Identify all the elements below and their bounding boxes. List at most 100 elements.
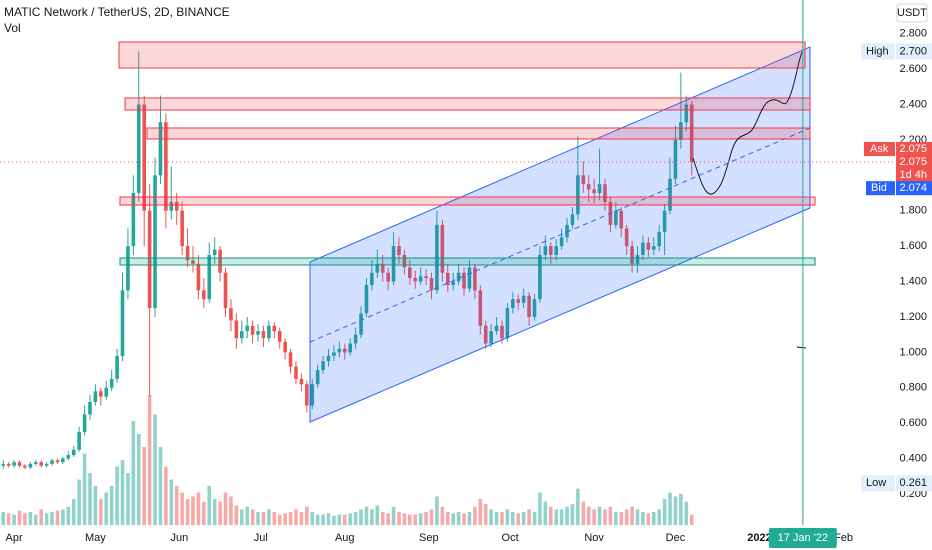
candle-body [559,237,564,247]
candle-body [109,378,114,388]
volume-bar [478,499,483,525]
candle-body [99,391,103,397]
candle-body [164,122,168,211]
volume-bar [223,492,228,525]
candle-body [153,175,157,309]
y-tick-label: 1.600 [899,240,927,252]
candle-body [342,348,347,353]
candle-body [196,263,201,291]
volume-bar [435,496,439,525]
volume-bar [250,509,255,525]
volume-bar [451,513,455,525]
support-zone[interactable] [119,257,816,266]
volume-bar [516,513,521,525]
volume-bar [662,499,667,525]
candle-body [180,210,184,247]
volume-bar [511,512,515,525]
candle-body [413,277,418,282]
candle-body [527,295,531,317]
volume-bar [402,513,407,525]
candle-body [364,285,369,314]
candle-body [424,276,428,278]
volume-bar [576,488,580,525]
volume-bar [494,512,499,525]
date-marker-label: 17 Jan '22 [778,532,828,544]
y-tick-label: 1.800 [899,205,927,217]
candle-body [489,331,493,344]
candle-body [624,228,629,247]
candle-body [88,401,92,415]
resistance-zone[interactable] [124,97,811,111]
y-tick-label: 0.400 [899,453,927,465]
volume-bar [679,493,683,525]
volume-bar [88,473,92,525]
volume-bar [635,509,640,525]
candle-body [202,290,206,300]
volume-bar [142,447,146,525]
candle-body [245,325,249,332]
resistance-zone[interactable] [119,196,816,206]
volume-bar [608,506,613,525]
x-tick-label: Jun [171,532,189,544]
volume-bar [624,509,629,525]
candle-body [581,175,586,185]
volume-bar [180,492,184,525]
volume-bar [641,512,645,525]
volume-bar [191,496,195,525]
volume-bar [131,421,136,525]
candle-body [315,370,320,385]
volume-bar [245,506,249,525]
x-tick-label: May [85,532,106,544]
candle-body [169,201,174,211]
candle-body [391,246,396,282]
volume-bar [82,453,87,525]
volume-bar [136,434,141,525]
candle-body [370,272,374,286]
volume-bar [359,509,363,525]
candle-body [689,104,694,163]
volume-bar [332,515,336,525]
volume-bar [532,512,537,525]
candle-body [299,378,304,385]
y-tick-label: 1.000 [899,346,927,358]
candle-body [305,384,309,406]
volume-bar [586,506,591,525]
candle-body [348,343,352,353]
candle-body [212,249,217,255]
volume-bar [489,509,493,525]
volume-bar [17,510,22,525]
candle-body [576,175,580,215]
volume-bar [126,473,130,525]
drawing-tick [796,346,807,349]
resistance-zone[interactable] [118,41,806,69]
volume-bar [386,513,390,525]
candle-body [538,254,542,300]
volume-bar [592,509,596,525]
volume-bar [684,501,689,525]
candle-body [684,104,689,123]
candle-body [332,352,336,356]
x-tick-label: Apr [6,532,23,544]
candle-body [71,449,76,456]
candle-body [6,463,11,466]
candle-body [104,387,109,397]
candle-body [326,355,331,362]
volume-bar [619,512,624,525]
candle-body [380,263,385,273]
projection-path[interactable] [692,51,803,195]
volume-bar [581,501,586,525]
volume-bar [473,506,477,525]
volume-bar [614,512,618,525]
volume-bar [565,506,569,525]
currency-button[interactable] [896,3,928,23]
resistance-zone[interactable] [146,127,811,140]
volume-bar [348,513,352,525]
volume-bar [418,513,423,525]
candle-body [17,462,22,466]
volume-bar [315,514,320,525]
candle-body [310,384,315,406]
candle-body [451,281,455,286]
candle-body [55,460,60,463]
candle-body [418,276,423,282]
